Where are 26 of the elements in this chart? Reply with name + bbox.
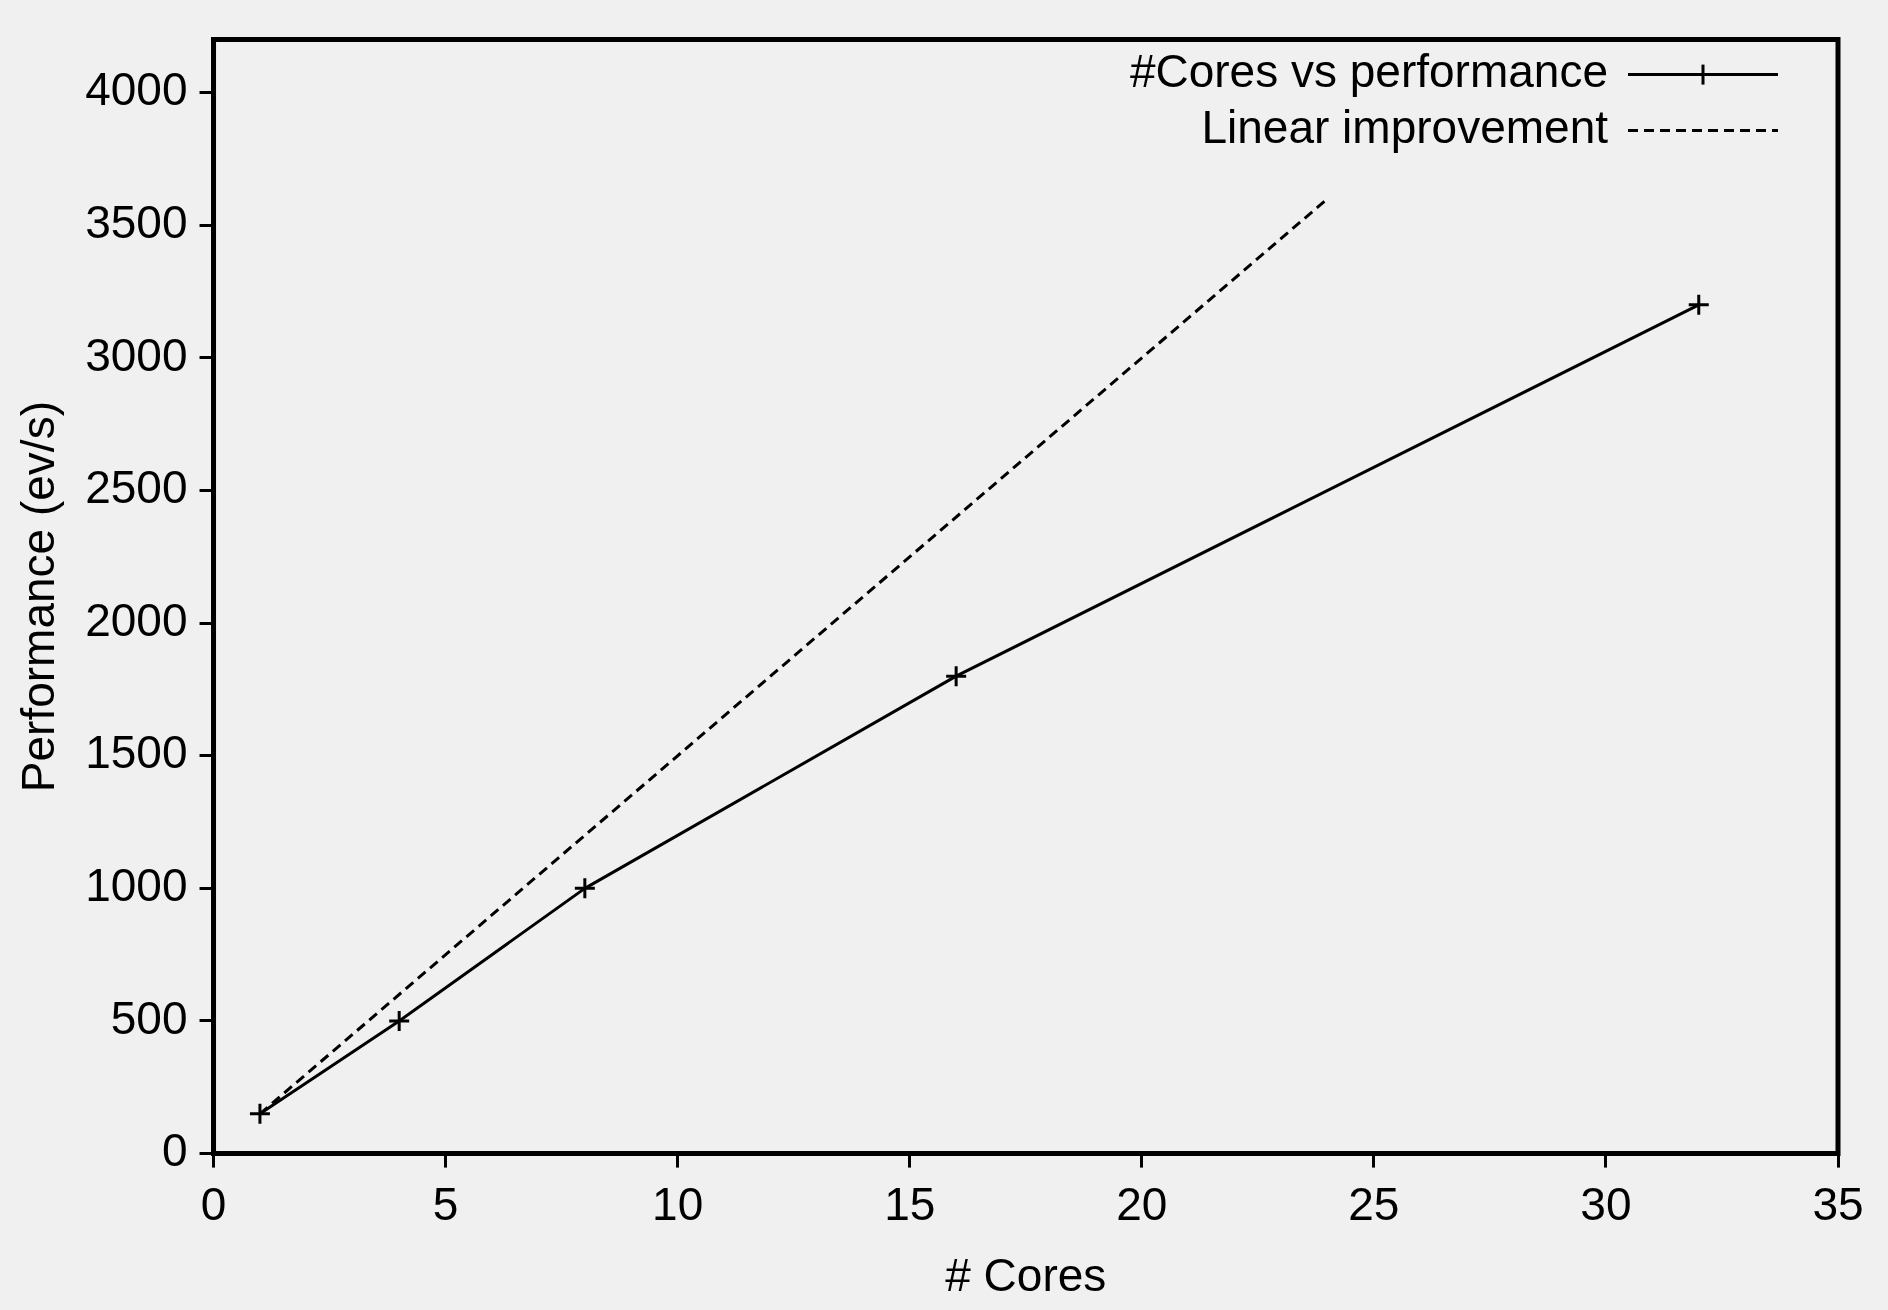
- y-tick-label: 3000: [85, 328, 188, 381]
- y-tick-label: 2500: [85, 461, 188, 514]
- y-tick-label: 0: [161, 1124, 188, 1177]
- point: [248, 1102, 272, 1126]
- x-tick-label: 5: [432, 1177, 459, 1230]
- point: [1687, 293, 1711, 317]
- point: [573, 876, 597, 900]
- y-tick-label: 2000: [85, 593, 188, 646]
- legend-label: #Cores vs performance: [1129, 45, 1608, 98]
- y-tick-label: 500: [110, 991, 188, 1044]
- y-tick-label: 3500: [85, 195, 188, 248]
- point: [387, 1009, 411, 1033]
- y-tick-label: 4000: [85, 63, 188, 116]
- y-tick-label: 1000: [85, 859, 188, 912]
- x-tick-label: 30: [1580, 1177, 1632, 1230]
- x-axis-title: # Cores: [945, 1249, 1107, 1302]
- x-tick-label: 35: [1812, 1177, 1864, 1230]
- y-axis-title: Performance (ev/s): [12, 401, 65, 793]
- x-tick-label: 10: [652, 1177, 704, 1230]
- x-tick-label: 20: [1116, 1177, 1168, 1230]
- x-tick-label: 25: [1348, 1177, 1400, 1230]
- x-tick-label: 15: [884, 1177, 936, 1230]
- x-tick-label: 0: [200, 1177, 227, 1230]
- y-tick-label: 1500: [85, 726, 188, 779]
- legend-label: Linear improvement: [1201, 101, 1609, 154]
- point: [944, 664, 968, 688]
